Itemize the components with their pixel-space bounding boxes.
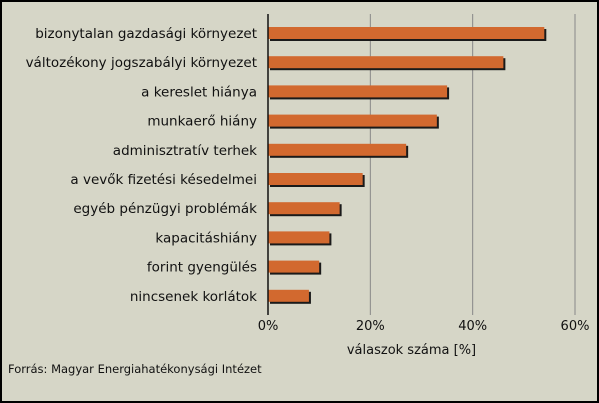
bar-layer xyxy=(268,27,547,304)
bar xyxy=(268,260,320,273)
bar xyxy=(268,27,545,39)
category-label-layer: bizonytalan gazdasági környezet változéko… xyxy=(26,26,258,305)
category-label: munkaerő hiány xyxy=(147,114,257,130)
x-tick-label: 20% xyxy=(356,319,385,334)
bar xyxy=(268,143,407,156)
category-label: kapacitáshiány xyxy=(155,230,257,246)
bar xyxy=(268,56,504,69)
source-note: Forrás: Magyar Energiahatékonysági Intéz… xyxy=(8,362,262,376)
category-label: adminisztratív terhek xyxy=(113,143,257,159)
category-label: egyéb pénzügyi problémák xyxy=(73,201,257,217)
x-tick-label: 60% xyxy=(561,319,590,334)
bar xyxy=(268,202,340,215)
category-label: változékony jogszabályi környezet xyxy=(26,55,257,71)
category-label: a kereslet hiánya xyxy=(141,84,257,100)
bar xyxy=(268,173,363,185)
category-label: nincsenek korlátok xyxy=(130,289,257,305)
category-label: a vevők fizetési késedelmei xyxy=(70,172,257,188)
category-label: bizonytalan gazdasági környezet xyxy=(35,26,257,42)
category-label: forint gyengülés xyxy=(147,260,257,276)
bar xyxy=(268,85,448,98)
bar xyxy=(268,289,309,302)
x-tick-label: 40% xyxy=(458,319,487,334)
x-tick-label: 0% xyxy=(258,319,279,334)
x-axis-title: válaszok száma [%] xyxy=(347,343,476,358)
tick-label-layer: 0% 20% 40% 60% xyxy=(258,319,590,334)
bar xyxy=(268,231,330,244)
bar xyxy=(268,114,437,127)
